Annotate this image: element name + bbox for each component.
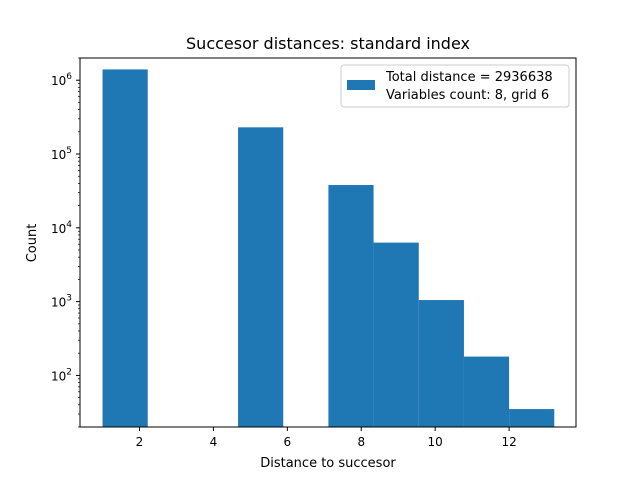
legend: Total distance = 2936638 Variables count… xyxy=(340,64,570,108)
y-tick-label: 103 xyxy=(51,294,72,310)
y-axis-ticks: 102 103 104 105 106 xyxy=(51,57,80,428)
histogram-bar-4 xyxy=(373,242,419,427)
histogram-bar-2 xyxy=(238,127,284,427)
y-tick-label: 102 xyxy=(51,367,72,383)
chart-title: Succesor distances: standard index xyxy=(186,34,470,53)
x-tick-label: 10 xyxy=(428,435,443,449)
histogram-bar-5 xyxy=(418,300,464,427)
x-axis-label: Distance to succesor xyxy=(260,456,396,471)
histogram-bar-3 xyxy=(328,185,374,427)
x-tick-label: 4 xyxy=(210,435,218,449)
x-tick-label: 2 xyxy=(136,435,144,449)
y-axis-label: Count xyxy=(25,224,40,263)
x-tick-label: 8 xyxy=(357,435,365,449)
x-tick-label: 6 xyxy=(284,435,292,449)
x-tick-label: 12 xyxy=(501,435,516,449)
histogram-bar-7 xyxy=(509,409,555,427)
legend-label-line2: Variables count: 8, grid 6 xyxy=(386,88,549,103)
legend-swatch xyxy=(347,80,375,90)
y-tick-label: 106 xyxy=(51,72,72,88)
legend-label-line1: Total distance = 2936638 xyxy=(385,70,553,85)
histogram-bar-1 xyxy=(102,69,148,427)
bars-group xyxy=(102,69,555,427)
histogram-bar-6 xyxy=(463,356,510,427)
plot-frame xyxy=(79,57,577,428)
legend-box xyxy=(340,64,570,108)
y-tick-label: 105 xyxy=(51,146,72,162)
y-tick-label: 104 xyxy=(51,220,72,236)
x-axis-ticks: 2 4 6 8 10 12 xyxy=(136,427,517,449)
